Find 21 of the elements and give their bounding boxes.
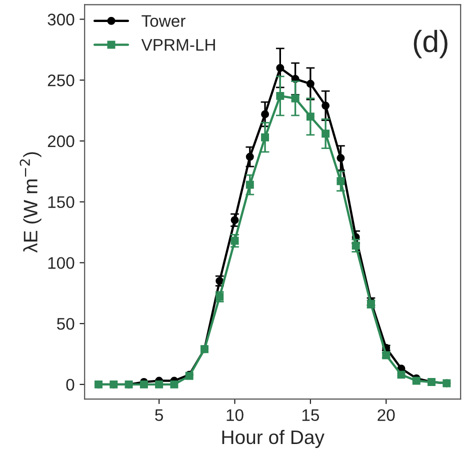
y-tick-label: 100 bbox=[48, 257, 74, 269]
y-tick-label: 300 bbox=[48, 14, 74, 26]
x-tick-label: 15 bbox=[302, 409, 320, 422]
y-tick-label: 250 bbox=[48, 74, 74, 86]
x-tick-label: 10 bbox=[226, 409, 244, 422]
legend-label: Tower bbox=[142, 15, 186, 27]
x-tick-label: 5 bbox=[155, 409, 164, 422]
point bbox=[412, 376, 420, 385]
legend-label: VPRM-LH bbox=[141, 39, 215, 51]
annotation: (d) bbox=[414, 30, 448, 58]
y-tick-label: 200 bbox=[48, 135, 74, 148]
point bbox=[170, 380, 178, 388]
point bbox=[397, 370, 406, 379]
point bbox=[155, 380, 164, 388]
y-tick-label: 0 bbox=[66, 378, 74, 391]
point bbox=[140, 380, 148, 388]
x-tick-label: 20 bbox=[378, 409, 395, 422]
y-axis-title: λE (W m$^{−2}$) bbox=[20, 152, 42, 253]
x-axis-title: Hour of Day bbox=[222, 430, 324, 448]
y-tick-label: 150 bbox=[48, 196, 74, 208]
y-tick-label: 50 bbox=[57, 318, 74, 330]
